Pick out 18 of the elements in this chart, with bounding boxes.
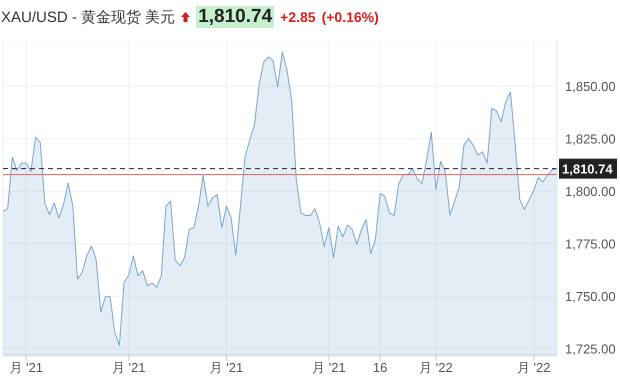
y-tick-label: 1,825.00 [565,131,616,146]
y-tick-label: 1,800.00 [565,184,616,199]
x-tick-label: 月 '21 [9,360,44,376]
y-tick-label: 1,850.00 [565,78,616,94]
x-tick-label: 月 '21 [312,360,346,376]
text: +2.85 [280,9,316,25]
x-tick-label: 月 '21 [112,360,146,376]
x-tick-label: 16 [372,360,388,376]
text: (+0.16%) [322,9,379,25]
y-tick-label: 1,725.00 [565,341,616,356]
x-tick-label: 月 '22 [419,360,453,376]
text: 1,810.74 [196,6,274,28]
ref-line-label: 1,810.74 [562,162,614,177]
x-tick-label: 月 '22 [516,360,551,376]
x-tick-label: 月 '21 [210,360,244,376]
chart-title: XAU/USD - 黄金现货 美元 [1,8,176,26]
y-tick-label: 1,750.00 [565,288,616,304]
y-tick-label: 1,775.00 [565,236,616,252]
